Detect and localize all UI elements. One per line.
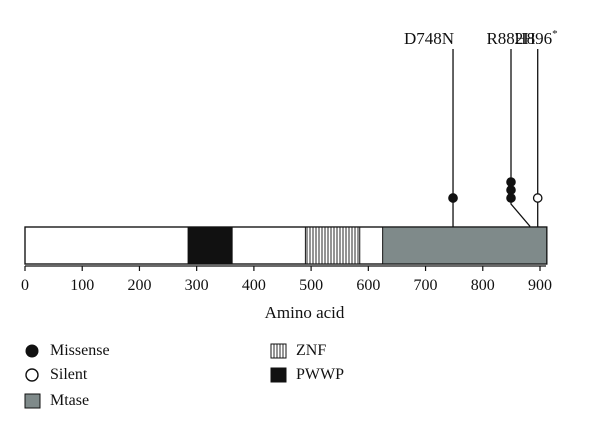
marker-d748n xyxy=(448,193,458,203)
domain-znf xyxy=(304,226,361,265)
tick-label-900: 900 xyxy=(528,277,552,294)
legend-label-mtase: Mtase xyxy=(50,392,90,409)
label-r882h: R882H xyxy=(486,29,535,48)
marker-r882h-3 xyxy=(506,177,516,187)
protein-outline xyxy=(24,226,548,265)
protein-layer xyxy=(24,226,548,265)
legend-label-znf: ZNF xyxy=(296,342,327,359)
tick-label-400: 400 xyxy=(242,277,266,294)
tick-label-500: 500 xyxy=(299,277,323,294)
axis-label: Amino acid xyxy=(265,303,345,320)
tick-label-600: 600 xyxy=(356,277,380,294)
missense-symbol-icon xyxy=(25,344,39,358)
tick-label-700: 700 xyxy=(414,277,438,294)
pwwp-swatch-icon xyxy=(270,367,287,383)
tick-label-100: 100 xyxy=(70,277,94,294)
mtase-swatch-icon xyxy=(24,393,41,409)
tick-label-200: 200 xyxy=(127,277,151,294)
label-d748n: D748N xyxy=(404,29,454,48)
label-h896: H896* xyxy=(514,28,557,48)
legend-label-pwwp: PWWP xyxy=(296,366,344,383)
tick-label-800: 800 xyxy=(471,277,495,294)
silent-symbol-icon xyxy=(25,368,39,382)
znf-swatch-icon xyxy=(270,343,287,359)
tick-label-300: 300 xyxy=(185,277,209,294)
x-axis: 0 100 200 300 400 500 600 700 800 900 Amino acid xyxy=(21,265,552,320)
legend-label-missense: Missense xyxy=(50,342,110,359)
marker-h896 xyxy=(532,193,543,203)
superscript-h896: * xyxy=(552,28,558,40)
tick-label-0: 0 xyxy=(21,277,29,294)
legend-label-silent: Silent xyxy=(50,366,88,383)
